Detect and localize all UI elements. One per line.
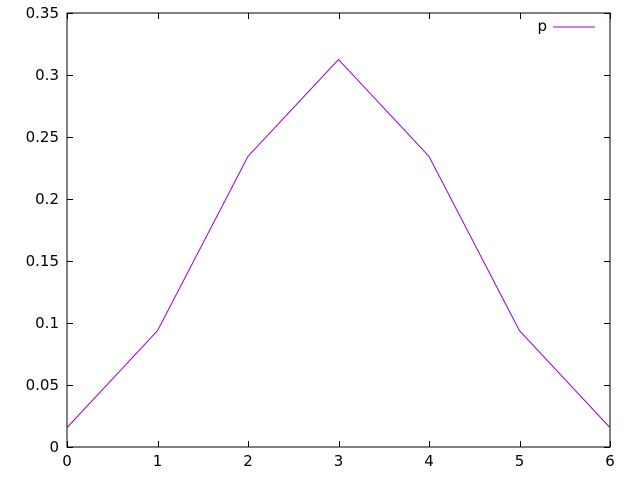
x-tick-label: 1 bbox=[153, 452, 163, 470]
plot-border bbox=[66, 12, 611, 448]
x-tick-label: 6 bbox=[605, 452, 615, 470]
x-tick-label: 4 bbox=[424, 452, 434, 470]
y-tick-label: 0.05 bbox=[26, 376, 59, 394]
y-tick-label: 0.1 bbox=[35, 314, 59, 332]
x-tick-label: 5 bbox=[515, 452, 525, 470]
x-tick-label: 2 bbox=[243, 452, 253, 470]
x-tick-label: 3 bbox=[334, 452, 344, 470]
legend-label: p bbox=[537, 17, 547, 35]
x-tick-label: 0 bbox=[62, 452, 72, 470]
y-tick-label: 0.35 bbox=[26, 4, 59, 22]
y-tick-label: 0.2 bbox=[35, 190, 59, 208]
y-tick-label: 0 bbox=[49, 438, 59, 456]
y-tick-label: 0.15 bbox=[26, 252, 59, 270]
y-tick-label: 0.25 bbox=[26, 128, 59, 146]
series-line-p bbox=[66, 58, 611, 428]
y-tick-label: 0.3 bbox=[35, 66, 59, 84]
